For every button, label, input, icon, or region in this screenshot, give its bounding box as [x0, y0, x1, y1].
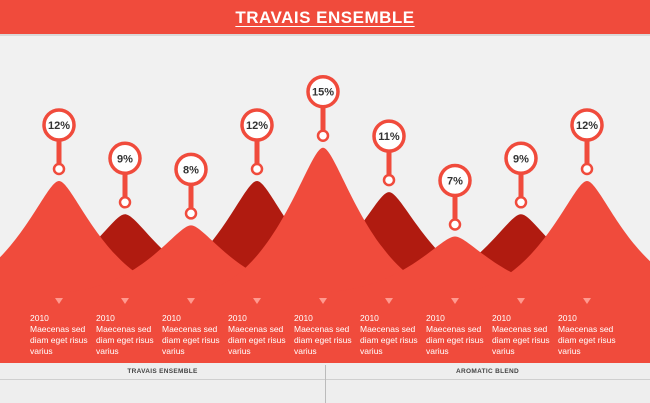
peak-mark [0, 181, 184, 292]
value-label: 11% [378, 131, 400, 143]
caption-pointer [187, 298, 195, 304]
value-marker: 9% [504, 141, 538, 209]
value-marker: 12% [42, 108, 76, 176]
peak-mark [462, 181, 650, 292]
value-label: 12% [576, 120, 598, 132]
caption-item: 2010 Maecenas sed diam eget risus varius [96, 313, 154, 356]
value-marker: 7% [438, 163, 472, 231]
caption-pointer [385, 298, 393, 304]
header-divider [0, 34, 650, 36]
value-marker: 12% [240, 108, 274, 176]
caption-pointer [583, 298, 591, 304]
value-marker: 15% [306, 74, 340, 142]
bottom-column-divider [325, 365, 326, 403]
value-label: 8% [183, 164, 199, 176]
caption-item: 2010 Maecenas sed diam eget risus varius [558, 313, 616, 356]
caption-item: 2010 Maecenas sed diam eget risus varius [294, 313, 352, 356]
value-marker: 9% [108, 141, 142, 209]
caption-item: 2010 Maecenas sed diam eget risus varius [162, 313, 220, 356]
caption-item: 2010 Maecenas sed diam eget risus varius [492, 313, 550, 356]
page-title: TRAVAIS ENSEMBLE [235, 8, 415, 27]
value-label: 12% [246, 120, 268, 132]
value-label: 9% [513, 153, 529, 165]
caption-pointer [253, 298, 261, 304]
caption-item: 2010 Maecenas sed diam eget risus varius [426, 313, 484, 356]
bottom-right-label: AROMATIC BLEND [456, 368, 519, 375]
value-label: 12% [48, 120, 70, 132]
caption-pointer [55, 298, 63, 304]
value-marker: 11% [372, 119, 406, 187]
value-label: 7% [447, 176, 463, 188]
caption-pointer [121, 298, 129, 304]
caption-pointer [451, 298, 459, 304]
caption-band [0, 290, 650, 363]
caption-pointer [517, 298, 525, 304]
caption-item: 2010 Maecenas sed diam eget risus varius [228, 313, 286, 356]
value-marker: 8% [174, 152, 208, 220]
value-label: 15% [312, 87, 334, 99]
header-bar [0, 0, 650, 34]
peak-mark [198, 147, 448, 292]
caption-pointer [319, 298, 327, 304]
value-marker: 12% [570, 108, 604, 176]
bottom-left-label: TRAVAIS ENSEMBLE [127, 368, 198, 375]
caption-item: 2010 Maecenas sed diam eget risus varius [30, 313, 88, 356]
value-label: 9% [117, 153, 133, 165]
caption-item: 2010 Maecenas sed diam eget risus varius [360, 313, 418, 356]
